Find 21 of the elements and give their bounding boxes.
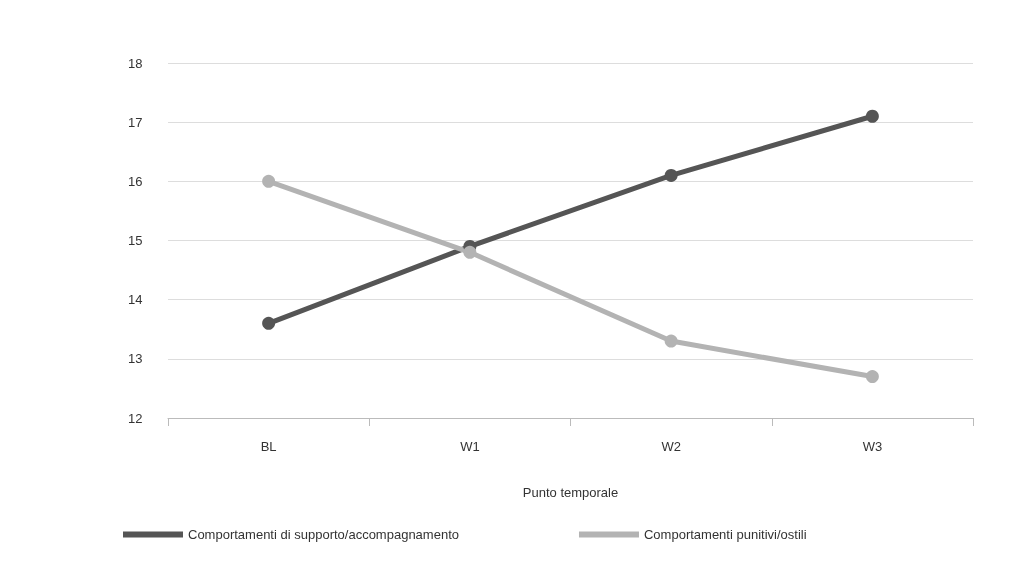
y-tick-label: 12 [128,410,143,426]
point [664,334,678,348]
y-tick-label: 13 [128,351,143,367]
x-tick-label: BL [260,439,277,454]
x-tick-label: W1 [460,439,480,454]
y-tick-label: 14 [128,292,143,308]
x-tick-label: W3 [862,439,883,454]
point [865,109,879,123]
legend-label: Comportamenti punitivi/ostili [643,527,807,542]
x-tick-label: W2 [661,439,681,454]
y-tick-label: 16 [128,173,143,189]
point [865,370,879,384]
y-tick-label: 17 [128,114,143,130]
x-axis-title: Punto temporale [522,485,619,500]
y-tick-label: 18 [128,55,143,71]
point [262,316,276,330]
point [664,168,678,182]
y-tick-label: 15 [128,233,143,248]
point [262,174,276,188]
point [463,245,477,259]
legend-label: Comportamenti di supporto/accompagnamento [188,527,459,542]
